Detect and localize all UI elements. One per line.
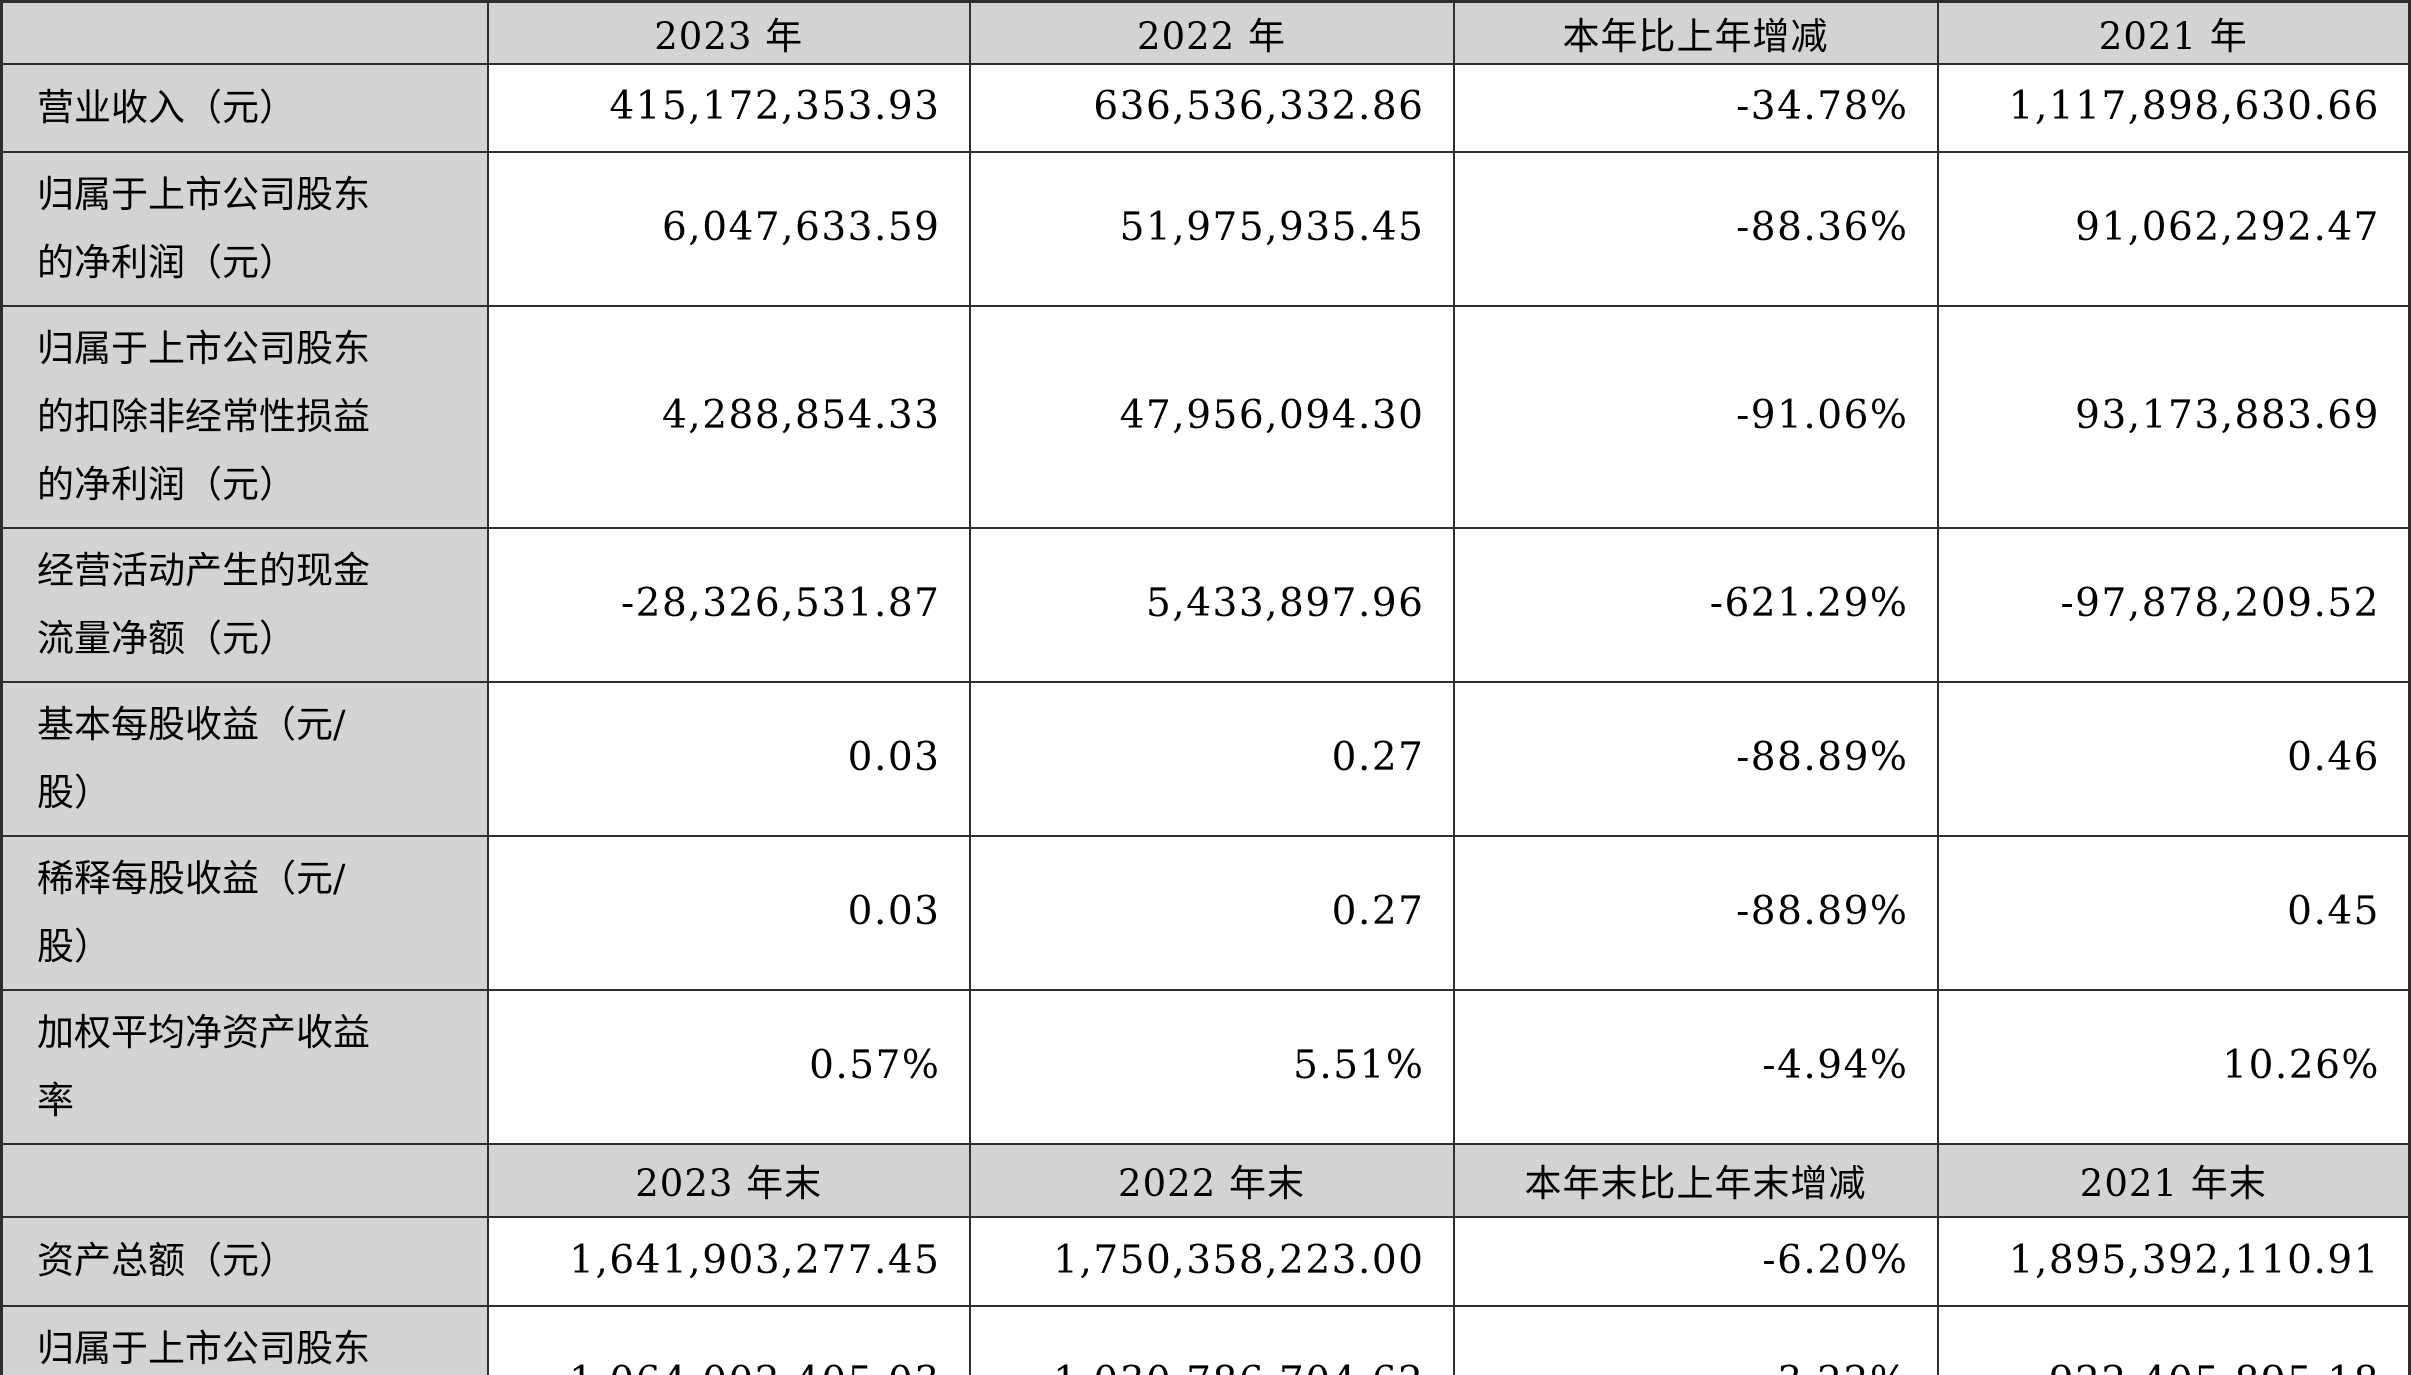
cell-value: 0.03 xyxy=(486,834,971,991)
cell-value: 1,117,898,630.66 xyxy=(1936,62,2411,153)
row-label: 加权平均净资产收益 率 xyxy=(0,988,489,1145)
cell-value: -34.78% xyxy=(1452,62,1939,153)
cell-value: 3.22% xyxy=(1452,1304,1939,1375)
cell-value: 0.46 xyxy=(1936,680,2411,837)
cell-value: 1,064,002,405.03 xyxy=(486,1304,971,1375)
cell-value: 1,030,786,704.62 xyxy=(968,1304,1455,1375)
row-label: 稀释每股收益（元/ 股） xyxy=(0,834,489,991)
cell-value: 0.27 xyxy=(968,834,1455,991)
table-row-basic-eps: 基本每股收益（元/ 股） 0.03 0.27 -88.89% 0.46 xyxy=(0,680,2411,837)
cell-value: -88.89% xyxy=(1452,680,1939,837)
column-header-2022: 2022 年 xyxy=(968,0,1455,65)
cell-value: 5,433,897.96 xyxy=(968,526,1455,683)
cell-value: 4,288,854.33 xyxy=(486,304,971,529)
cell-value: 1,750,358,223.00 xyxy=(968,1215,1455,1307)
cell-value: 0.57% xyxy=(486,988,971,1145)
cell-value: -28,326,531.87 xyxy=(486,526,971,683)
row-label: 资产总额（元） xyxy=(0,1215,489,1307)
table-row-net-assets: 归属于上市公司股东 的净资产（元） 1,064,002,405.03 1,030… xyxy=(0,1304,2411,1375)
cell-value: 1,895,392,110.91 xyxy=(1936,1215,2411,1307)
cell-value: 6,047,633.59 xyxy=(486,150,971,307)
column-header-2021: 2021 年 xyxy=(1936,0,2411,65)
column-header-yoy-change: 本年比上年增减 xyxy=(1452,0,1939,65)
row-label: 归属于上市公司股东 的净资产（元） xyxy=(0,1304,489,1375)
table-row-net-profit-excl-nonrecurring: 归属于上市公司股东 的扣除非经常性损益 的净利润（元） 4,288,854.33… xyxy=(0,304,2411,529)
cell-value: -88.36% xyxy=(1452,150,1939,307)
table-row-revenue: 营业收入（元） 415,172,353.93 636,536,332.86 -3… xyxy=(0,62,2411,153)
cell-value: 0.03 xyxy=(486,680,971,837)
row-label: 归属于上市公司股东 的净利润（元） xyxy=(0,150,489,307)
cell-value: -91.06% xyxy=(1452,304,1939,529)
column-header-2023-year-end: 2023 年末 xyxy=(486,1142,971,1218)
table-row-weighted-avg-roe: 加权平均净资产收益 率 0.57% 5.51% -4.94% 10.26% xyxy=(0,988,2411,1145)
cell-value: 10.26% xyxy=(1936,988,2411,1145)
cell-value: 636,536,332.86 xyxy=(968,62,1455,153)
column-header-2023: 2023 年 xyxy=(486,0,971,65)
cell-value: -4.94% xyxy=(1452,988,1939,1145)
cell-value: 5.51% xyxy=(968,988,1455,1145)
row-label: 归属于上市公司股东 的扣除非经常性损益 的净利润（元） xyxy=(0,304,489,529)
table-row-net-profit: 归属于上市公司股东 的净利润（元） 6,047,633.59 51,975,93… xyxy=(0,150,2411,307)
cell-value: 0.27 xyxy=(968,680,1455,837)
cell-value: -88.89% xyxy=(1452,834,1939,991)
cell-value: 47,956,094.30 xyxy=(968,304,1455,529)
column-header-2022-year-end: 2022 年末 xyxy=(968,1142,1455,1218)
row-label: 营业收入（元） xyxy=(0,62,489,153)
cell-value: 1,641,903,277.45 xyxy=(486,1215,971,1307)
cell-value: -97,878,209.52 xyxy=(1936,526,2411,683)
table-row-operating-cash-flow: 经营活动产生的现金 流量净额（元） -28,326,531.87 5,433,8… xyxy=(0,526,2411,683)
row-label: 基本每股收益（元/ 股） xyxy=(0,680,489,837)
table-row-diluted-eps: 稀释每股收益（元/ 股） 0.03 0.27 -88.89% 0.45 xyxy=(0,834,2411,991)
cell-value: 415,172,353.93 xyxy=(486,62,971,153)
corner-cell xyxy=(0,1142,489,1218)
column-header-2021-year-end: 2021 年末 xyxy=(1936,1142,2411,1218)
cell-value: 93,173,883.69 xyxy=(1936,304,2411,529)
table-row-total-assets: 资产总额（元） 1,641,903,277.45 1,750,358,223.0… xyxy=(0,1215,2411,1307)
cell-value: 922,405,895.18 xyxy=(1936,1304,2411,1375)
corner-cell xyxy=(0,0,489,65)
cell-value: 0.45 xyxy=(1936,834,2411,991)
cell-value: 91,062,292.47 xyxy=(1936,150,2411,307)
header-row-year-end: 2023 年末 2022 年末 本年末比上年末增减 2021 年末 xyxy=(0,1142,2411,1218)
cell-value: -6.20% xyxy=(1452,1215,1939,1307)
row-label: 经营活动产生的现金 流量净额（元） xyxy=(0,526,489,683)
cell-value: -621.29% xyxy=(1452,526,1939,683)
column-header-year-end-change: 本年末比上年末增减 xyxy=(1452,1142,1939,1218)
header-row-annual: 2023 年 2022 年 本年比上年增减 2021 年 xyxy=(0,0,2411,65)
cell-value: 51,975,935.45 xyxy=(968,150,1455,307)
